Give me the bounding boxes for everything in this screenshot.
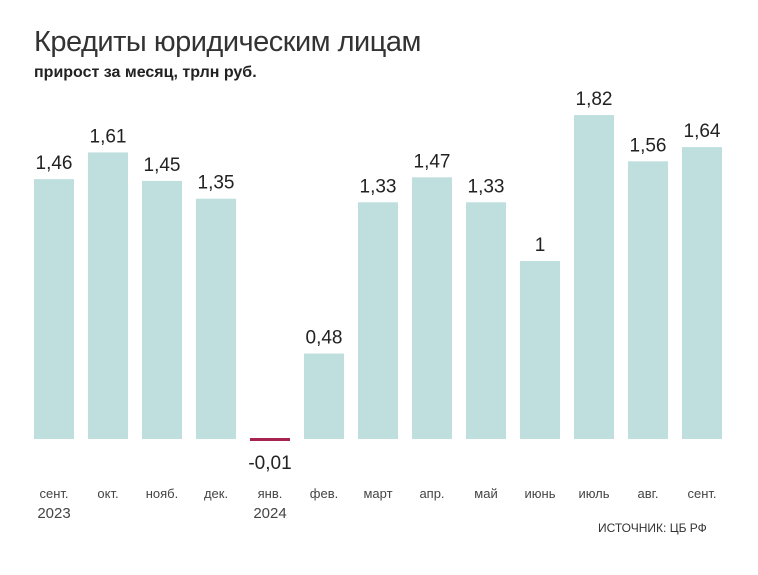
data-label: 1,61 (90, 126, 127, 147)
bar (574, 115, 614, 439)
x-tick-label: июль (578, 486, 609, 501)
bar (682, 147, 722, 439)
bar (88, 152, 128, 440)
x-tick-label: окт. (97, 486, 118, 501)
data-label: 1,35 (198, 173, 235, 194)
x-tick-label: апр. (419, 486, 444, 501)
data-label: 1,33 (360, 176, 397, 197)
data-label: -0,01 (248, 453, 291, 474)
x-tick-label: май (474, 486, 497, 501)
x-tick-label: сент. (687, 486, 716, 501)
chart-subtitle: прирост за месяц, трлн руб. (34, 64, 257, 81)
x-tick-label: март (363, 486, 392, 501)
x-tick-label: фев. (310, 486, 338, 501)
data-label: 1,64 (684, 121, 721, 142)
data-label: 0,48 (306, 328, 343, 349)
bar (250, 438, 290, 441)
bar (520, 261, 560, 439)
bar (466, 202, 506, 439)
source-note: ИСТОЧНИК: ЦБ РФ (598, 521, 707, 535)
bar (628, 161, 668, 439)
x-tick-label: сент. (39, 486, 68, 501)
x-tick-label: авг. (638, 486, 659, 501)
x-tick-label: дек. (204, 486, 228, 501)
data-label: 1,45 (144, 155, 181, 176)
data-label: 1,46 (36, 153, 73, 174)
bar (34, 179, 74, 439)
x-tick-label: 2024 (253, 505, 286, 522)
x-tick-label: янв. (258, 486, 283, 501)
data-label: 1,82 (576, 89, 613, 110)
data-label: 1,33 (468, 176, 505, 197)
bar (304, 353, 344, 439)
bar (358, 202, 398, 439)
data-label: 1 (535, 235, 546, 256)
x-tick-label: нояб. (146, 486, 179, 501)
bar (412, 177, 452, 439)
bar (142, 180, 182, 439)
x-tick-label: 2023 (37, 505, 70, 522)
bar (196, 198, 236, 439)
data-label: 1,47 (414, 151, 451, 172)
x-tick-label: июнь (525, 486, 556, 501)
data-label: 1,56 (630, 135, 667, 156)
chart-title: Кредиты юридическим лицам (34, 26, 421, 58)
